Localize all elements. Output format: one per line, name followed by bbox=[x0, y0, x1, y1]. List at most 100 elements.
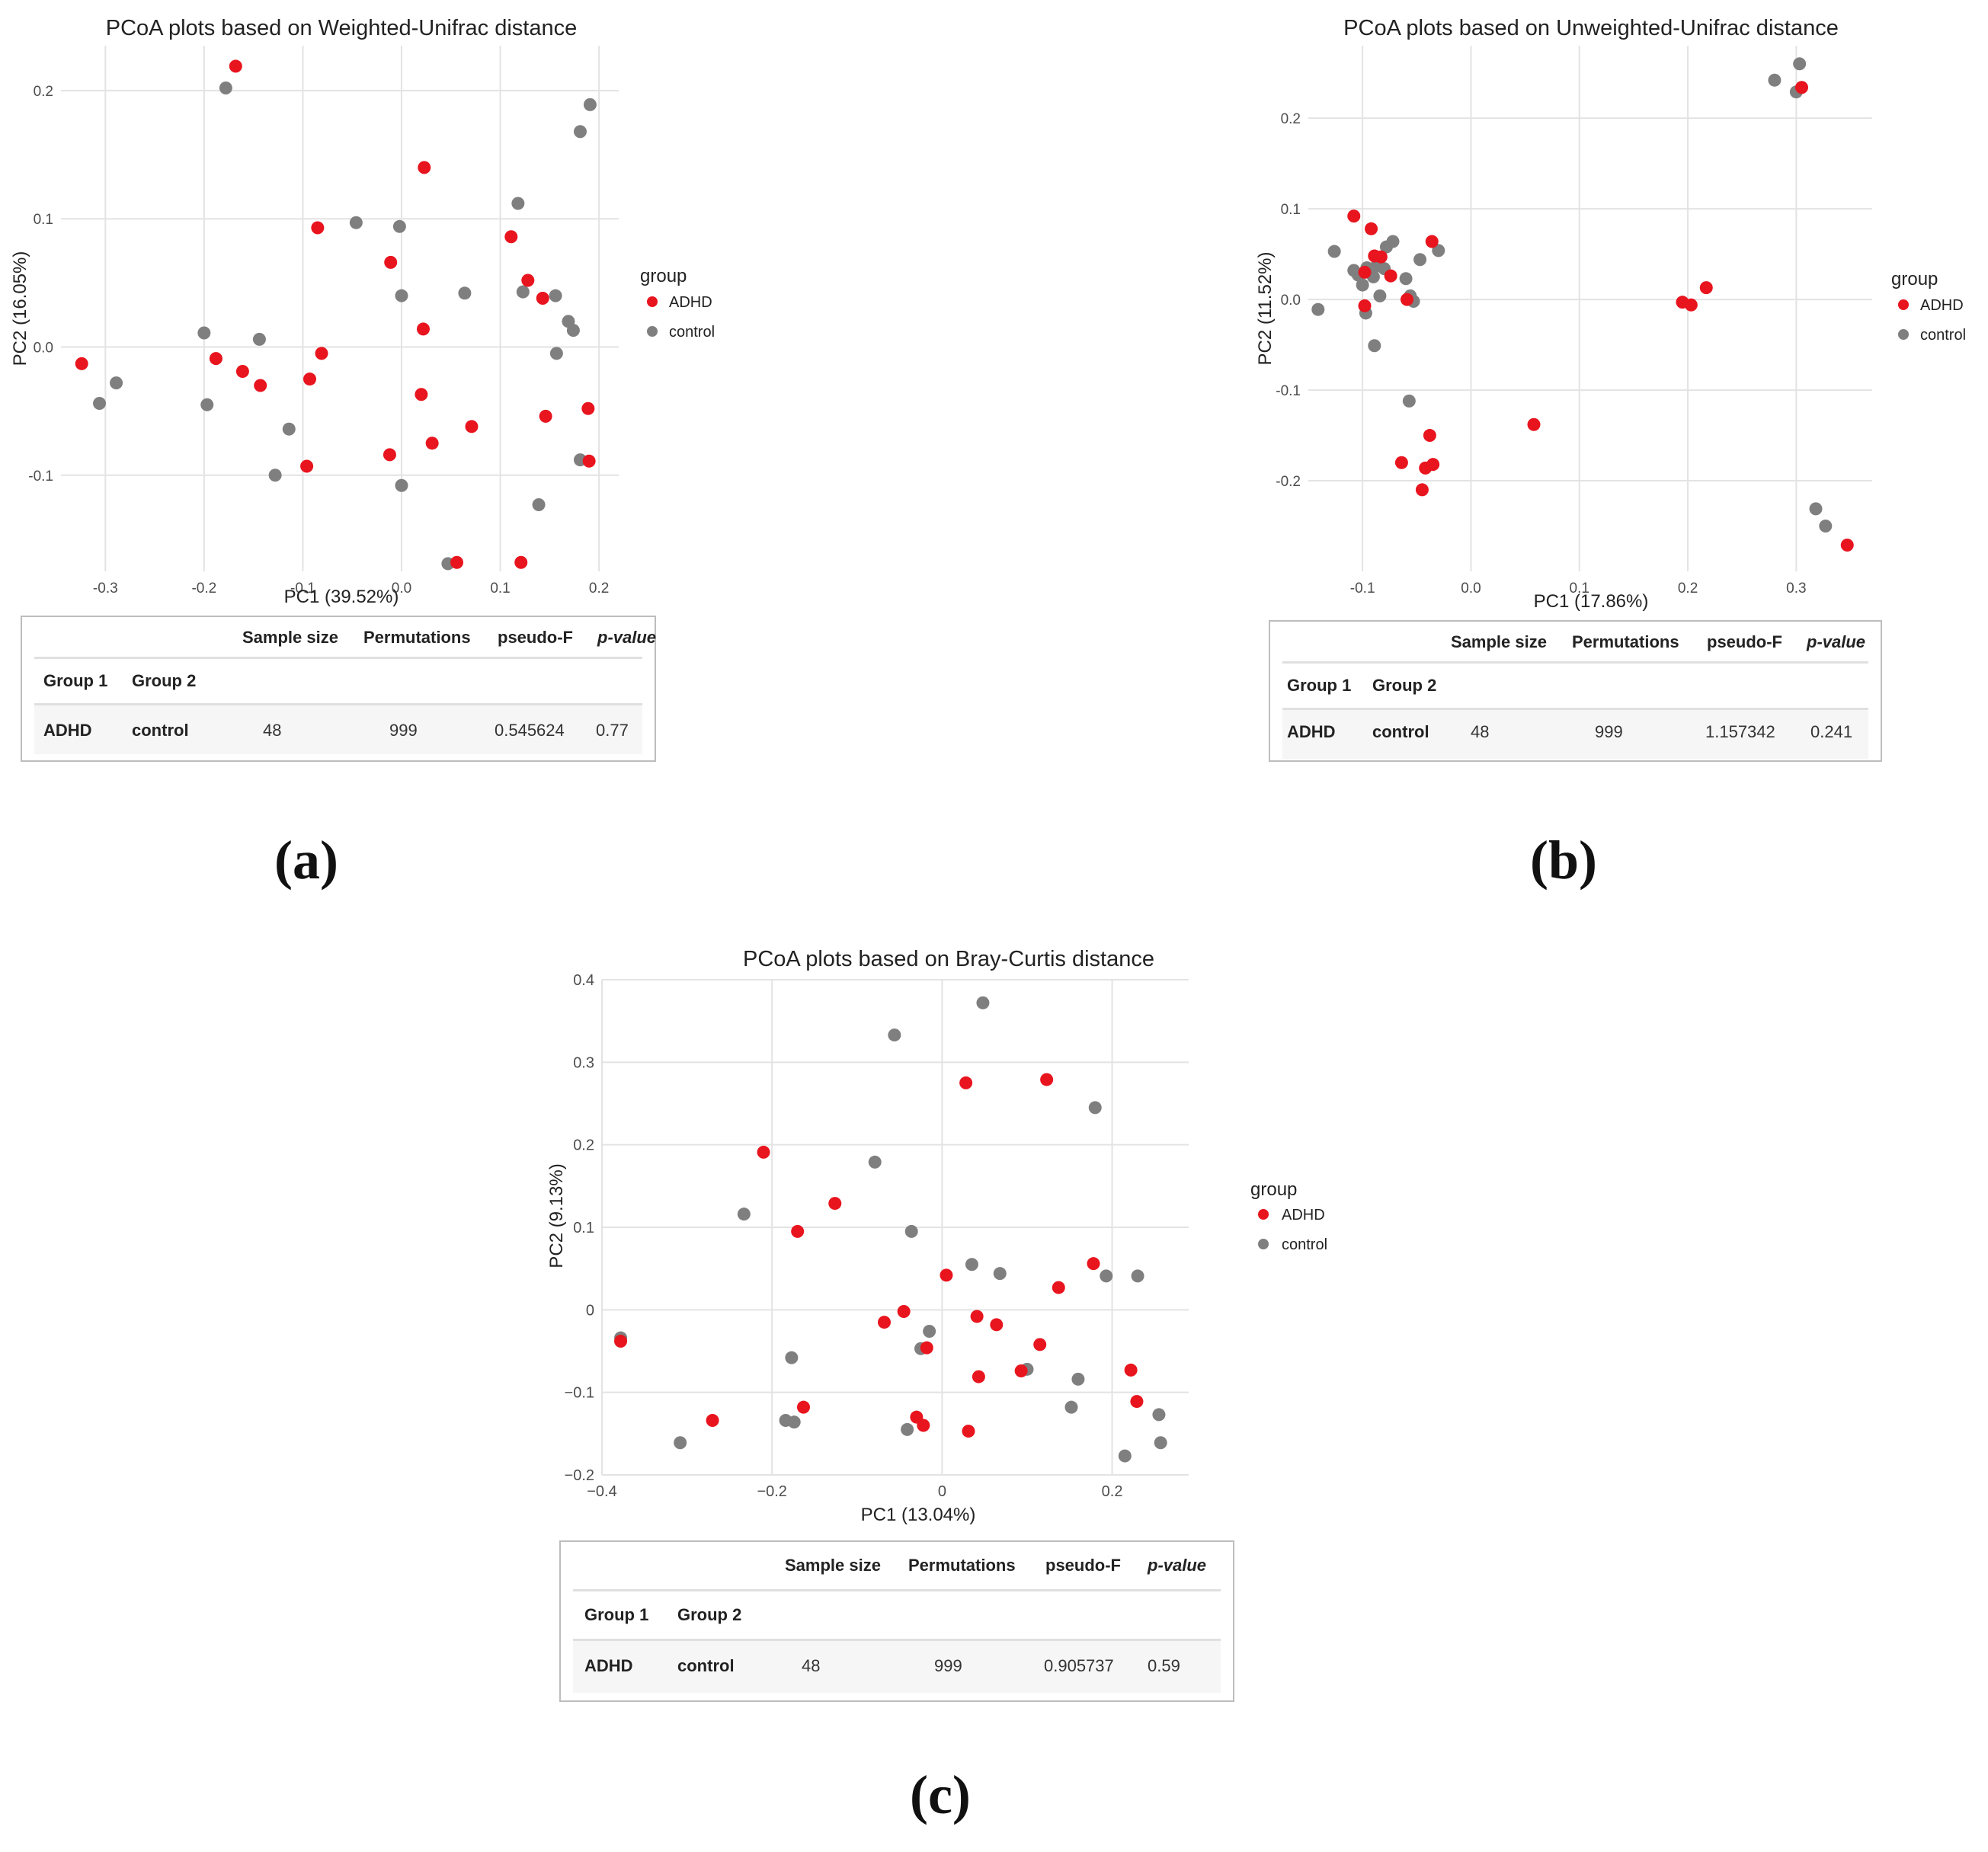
point-control bbox=[1432, 244, 1445, 257]
point-control bbox=[1413, 253, 1427, 267]
y-axis-label: PC2 (9.13%) bbox=[546, 1163, 567, 1268]
point-adhd bbox=[504, 230, 518, 244]
col-group-2: Group 2 bbox=[1372, 676, 1437, 695]
cell-permutations: 999 bbox=[1595, 722, 1623, 741]
point-control bbox=[252, 332, 266, 346]
point-adhd bbox=[1033, 1338, 1047, 1351]
point-control bbox=[197, 326, 211, 340]
point-adhd bbox=[828, 1197, 842, 1211]
panel-a: PCoA plots based on Weighted-Unifrac dis… bbox=[0, 0, 762, 762]
cell-group-2: control bbox=[132, 721, 189, 740]
x-tick-label: 0.2 bbox=[589, 581, 609, 597]
point-adhd bbox=[235, 364, 249, 378]
col-sample-size: Sample size bbox=[242, 628, 338, 647]
y-tick-label: -0.1 bbox=[28, 469, 53, 485]
point-adhd bbox=[450, 555, 464, 569]
chart-title: PCoA plots based on Unweighted-Unifrac d… bbox=[1343, 16, 1839, 40]
point-adhd bbox=[1394, 456, 1408, 469]
point-adhd bbox=[1374, 250, 1388, 264]
point-adhd bbox=[1124, 1363, 1138, 1377]
point-adhd bbox=[1358, 299, 1372, 312]
stats-group-row: Group 1 Group 2 bbox=[573, 1591, 1221, 1641]
point-adhd bbox=[1014, 1364, 1028, 1377]
col-group-2: Group 2 bbox=[132, 671, 197, 690]
point-adhd bbox=[415, 388, 428, 401]
y-tick-label: 0.0 bbox=[34, 340, 53, 356]
point-control bbox=[219, 82, 232, 95]
yticks-b: -0.2 -0.1 0.0 0.1 0.2 bbox=[1276, 111, 1301, 490]
y-tick-label: 0.1 bbox=[573, 1220, 594, 1236]
gridlines-c bbox=[601, 979, 1189, 1476]
col-group-1: Group 1 bbox=[43, 671, 108, 690]
gridlines-b bbox=[1308, 46, 1872, 571]
point-control bbox=[511, 197, 525, 210]
legend-title: group bbox=[640, 266, 687, 286]
col-sample-size: Sample size bbox=[785, 1556, 881, 1575]
cell-sample-size: 48 bbox=[802, 1656, 821, 1675]
x-tick-label: 0.1 bbox=[490, 581, 510, 597]
point-control bbox=[1356, 278, 1369, 292]
panel-label-b: (b) bbox=[1530, 830, 1597, 891]
legend-title: group bbox=[1250, 1179, 1297, 1200]
point-adhd bbox=[1358, 265, 1372, 279]
points-c bbox=[614, 996, 1167, 1463]
point-control bbox=[1311, 302, 1325, 316]
x-tick-label: −0.2 bbox=[757, 1483, 786, 1500]
x-tick-label: -0.1 bbox=[1350, 581, 1375, 597]
x-tick-label: −0.4 bbox=[587, 1483, 616, 1500]
cell-pseudo-f: 0.905737 bbox=[1044, 1656, 1114, 1675]
cell-p-value: 0.77 bbox=[596, 721, 629, 740]
xticks-c: −0.4 −0.2 0 0.2 bbox=[587, 1483, 1122, 1500]
y-tick-label: 0.4 bbox=[573, 972, 594, 989]
col-pseudo-f: pseudo-F bbox=[1707, 632, 1782, 651]
gridlines-a bbox=[61, 46, 619, 571]
legend-adhd-label: ADHD bbox=[1920, 297, 1964, 314]
point-adhd bbox=[1401, 293, 1413, 306]
y-tick-label: 0.2 bbox=[1281, 111, 1301, 127]
col-p-value: p-value bbox=[597, 628, 657, 647]
point-adhd bbox=[1699, 281, 1713, 295]
point-control bbox=[549, 289, 562, 302]
legend-control-dot bbox=[1898, 329, 1909, 340]
point-control bbox=[1819, 520, 1833, 533]
point-adhd bbox=[1347, 210, 1361, 223]
col-permutations: Permutations bbox=[363, 628, 471, 647]
point-control bbox=[566, 324, 580, 337]
x-tick-label: -0.3 bbox=[93, 581, 118, 597]
point-control bbox=[1088, 1101, 1102, 1115]
y-tick-label: 0.0 bbox=[1281, 293, 1301, 309]
stats-header-row: Sample size Permutations pseudo-F p-valu… bbox=[573, 1542, 1221, 1591]
point-control bbox=[110, 376, 123, 390]
cell-group-1: ADHD bbox=[584, 1656, 633, 1675]
stats-table: Sample size Permutations pseudo-F p-valu… bbox=[559, 1540, 1234, 1702]
cell-pseudo-f: 0.545624 bbox=[495, 721, 565, 740]
col-sample-size: Sample size bbox=[1451, 632, 1547, 651]
point-adhd bbox=[465, 420, 479, 433]
point-adhd bbox=[254, 379, 267, 392]
point-control bbox=[1368, 339, 1381, 353]
yticks-a: -0.1 0.0 0.1 0.2 bbox=[28, 84, 53, 485]
point-adhd bbox=[582, 454, 596, 468]
point-control bbox=[1793, 57, 1807, 71]
point-control bbox=[1131, 1269, 1144, 1283]
point-control bbox=[282, 422, 296, 436]
col-group-2: Group 2 bbox=[677, 1605, 742, 1624]
points-a bbox=[75, 59, 597, 571]
cell-permutations: 999 bbox=[389, 721, 418, 740]
x-tick-label: 0.0 bbox=[1461, 581, 1481, 597]
chart-title: PCoA plots based on Bray-Curtis distance bbox=[743, 947, 1154, 971]
point-control bbox=[1809, 502, 1823, 516]
y-tick-label: −0.1 bbox=[565, 1385, 594, 1402]
cell-permutations: 999 bbox=[934, 1656, 962, 1675]
col-permutations: Permutations bbox=[1572, 632, 1679, 651]
point-control bbox=[516, 285, 530, 299]
stats-table: Sample size Permutations pseudo-F p-valu… bbox=[21, 616, 656, 762]
x-tick-label: 0.0 bbox=[392, 581, 411, 597]
legend-adhd-dot bbox=[1898, 299, 1909, 310]
point-adhd bbox=[920, 1341, 933, 1355]
point-control bbox=[904, 1224, 918, 1238]
point-control bbox=[1071, 1372, 1085, 1386]
point-adhd bbox=[1087, 1257, 1100, 1271]
stats-table: Sample size Permutations pseudo-F p-valu… bbox=[1269, 620, 1882, 762]
point-adhd bbox=[311, 221, 325, 235]
